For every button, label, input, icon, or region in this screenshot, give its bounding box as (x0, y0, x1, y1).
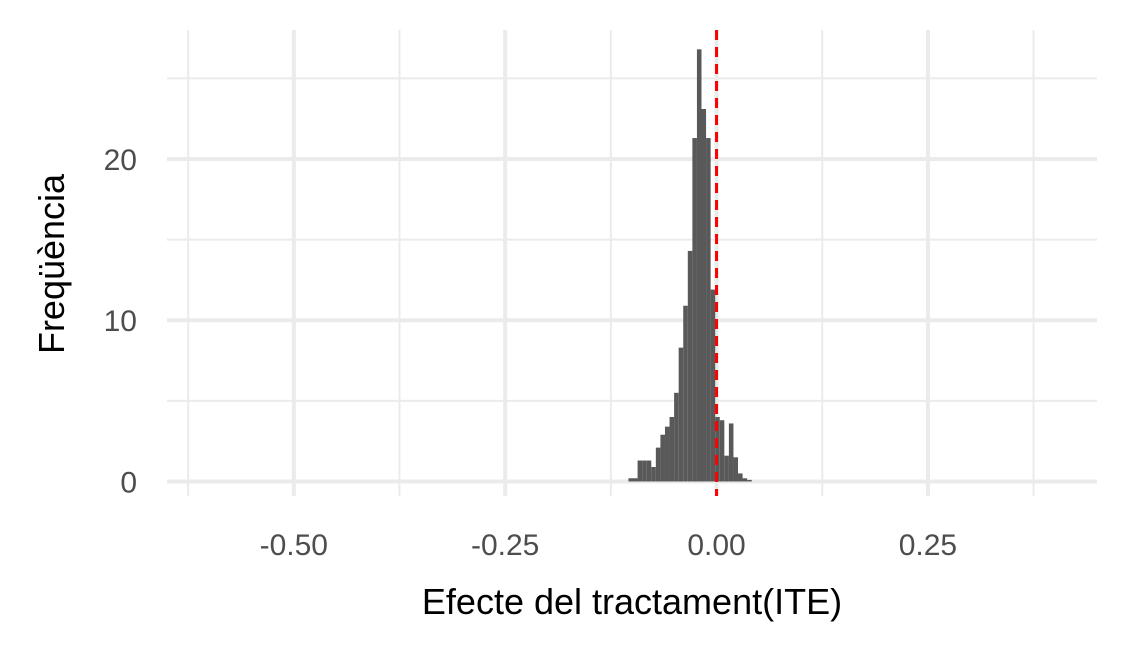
x-tick-label: -0.25 (471, 529, 539, 562)
y-tick-label: 10 (104, 305, 137, 338)
histogram-bars (628, 49, 752, 482)
histogram-bar (633, 478, 638, 482)
histogram-bar (701, 109, 707, 482)
histogram-bar (651, 466, 656, 482)
y-axis-title: Freqüència (31, 173, 72, 354)
minor-gridlines (167, 30, 1097, 496)
histogram-bar (674, 392, 679, 482)
histogram-bar (742, 478, 748, 482)
x-tick-label: -0.50 (260, 529, 328, 562)
histogram-bar (628, 478, 634, 482)
histogram-bar (719, 420, 725, 482)
histogram-bar (724, 455, 729, 482)
y-tick-label: 20 (104, 144, 137, 177)
histogram-bar (683, 305, 688, 482)
x-tick-label: 0.25 (899, 529, 957, 562)
histogram-bar (669, 416, 675, 482)
x-tick-label: 0.00 (687, 529, 745, 562)
y-tick-label: 0 (120, 466, 137, 499)
histogram-bar (715, 416, 720, 482)
major-gridlines (167, 30, 1097, 496)
histogram-bar (655, 447, 661, 482)
histogram-bar (696, 49, 702, 482)
x-axis-tick-labels: -0.50 -0.25 0.00 0.25 (260, 529, 957, 562)
histogram-bar (678, 347, 684, 482)
x-axis-title: Efecte del tractament(ITE) (422, 581, 842, 622)
histogram-bar (733, 457, 739, 482)
histogram-bar (646, 460, 652, 482)
histogram-bar (738, 473, 743, 482)
histogram-bar (660, 434, 665, 482)
histogram-bar (664, 426, 670, 482)
histogram-bar (692, 138, 697, 482)
histogram-bar (706, 138, 711, 482)
histogram-bar (637, 460, 643, 482)
histogram-bar (642, 460, 647, 482)
y-axis-tick-labels: 0 10 20 (104, 144, 137, 499)
histogram-bar (747, 479, 752, 482)
histogram-bar (728, 423, 734, 482)
histogram-bar (710, 289, 716, 482)
histogram-bar (687, 250, 693, 482)
